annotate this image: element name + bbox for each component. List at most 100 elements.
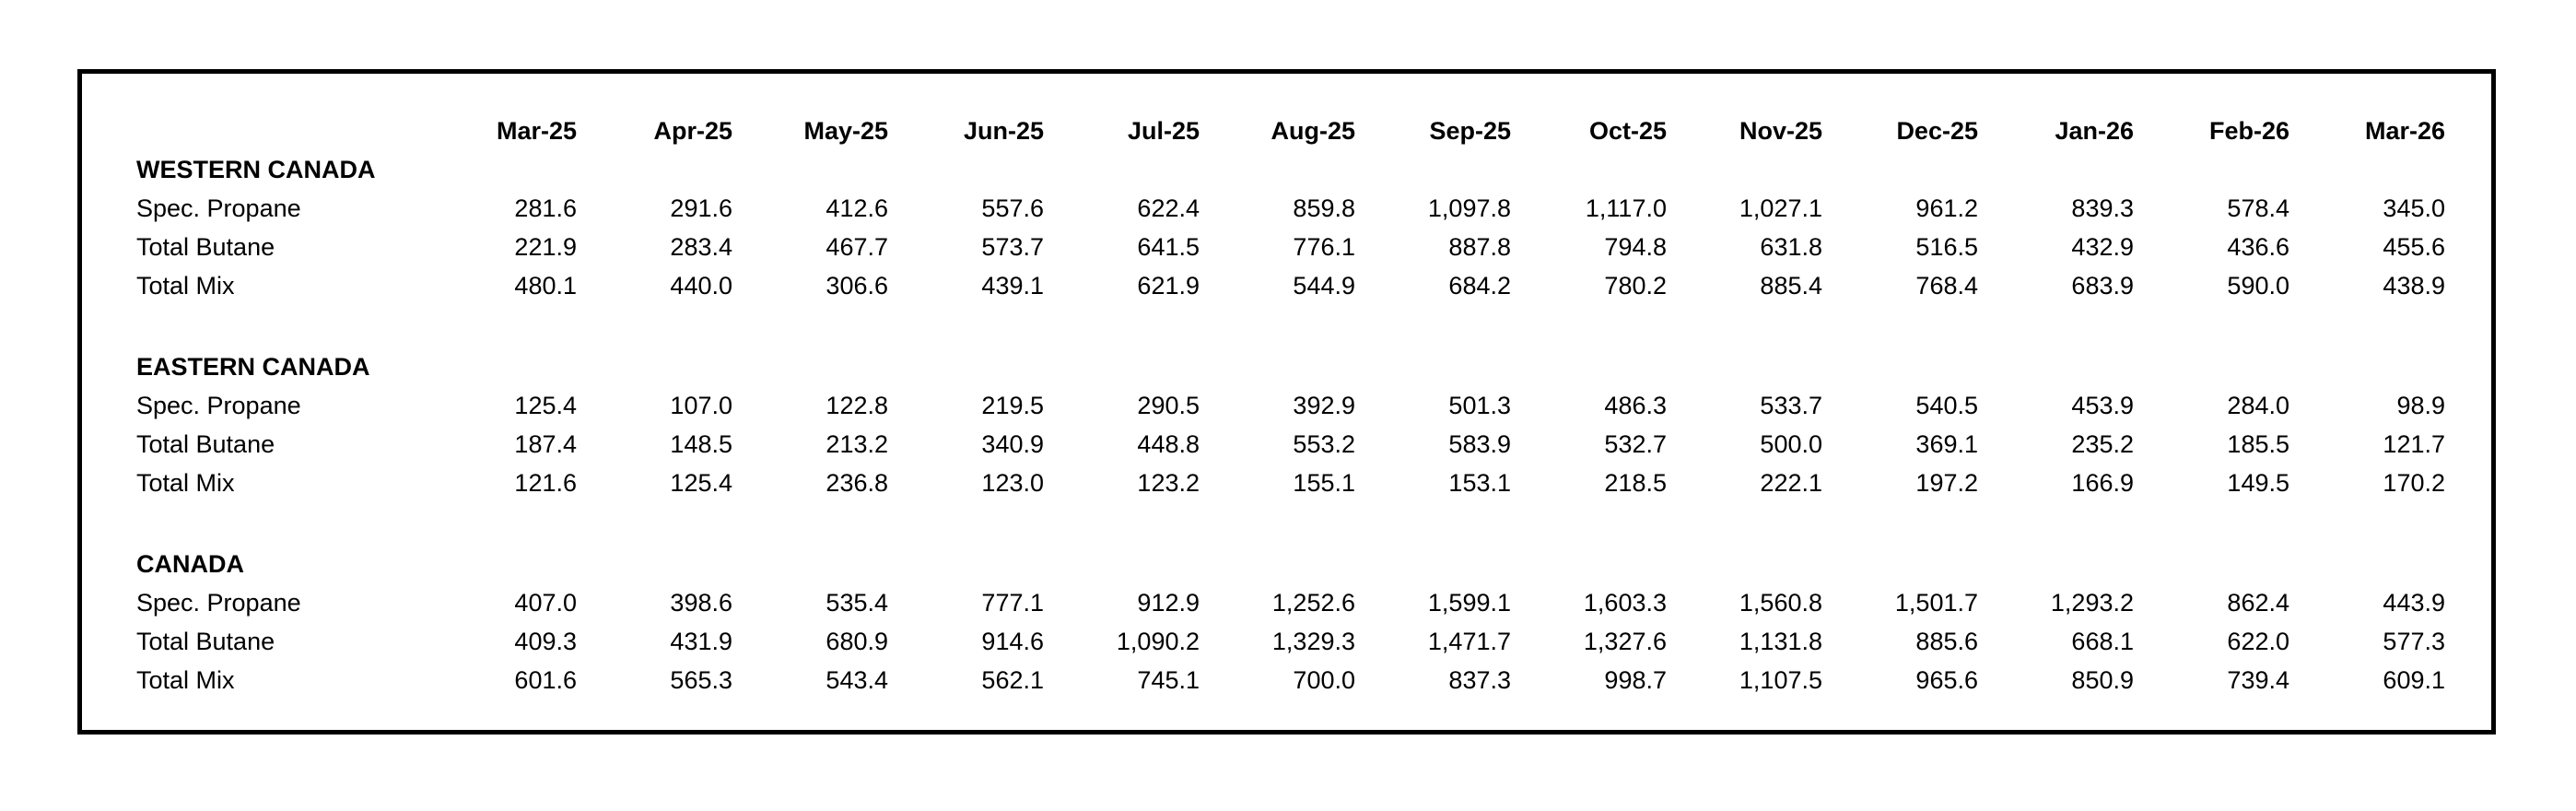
value-cell: 540.5 <box>1915 392 1978 419</box>
value-cell: 486.3 <box>1604 392 1667 419</box>
spacer-cell <box>136 305 2445 347</box>
value-cell: 680.9 <box>825 628 888 655</box>
value-cell: 683.9 <box>2071 272 2134 300</box>
value-cell: 409.3 <box>514 628 577 655</box>
volumes-table: Mar-25 Apr-25 May-25 Jun-25 Jul-25 Aug-25 Sep-… <box>136 112 2445 699</box>
data-row: Spec. Propane 407.0 398.6 535.4 777.1 912.9 1,… <box>136 583 2445 622</box>
value-cell: 961.2 <box>1915 194 1978 222</box>
value-cell: 998.7 <box>1604 666 1667 694</box>
value-cell: 431.9 <box>670 628 732 655</box>
value-cell: 1,097.8 <box>1427 194 1511 222</box>
data-row: Total Mix 480.1 440.0 306.6 439.1 621.9 544.9 6… <box>136 266 2445 305</box>
month-header-cell: May-25 <box>803 117 888 145</box>
value-cell: 914.6 <box>981 628 1044 655</box>
value-cell: 1,599.1 <box>1427 589 1511 617</box>
value-cell: 768.4 <box>1915 272 1978 300</box>
report-table-frame: Mar-25 Apr-25 May-25 Jun-25 Jul-25 Aug-25 Sep-… <box>77 69 2496 735</box>
value-cell: 700.0 <box>1293 666 1355 694</box>
value-cell: 573.7 <box>981 233 1044 261</box>
value-cell: 1,327.6 <box>1583 628 1667 655</box>
spacer-cell <box>136 502 2445 545</box>
value-cell: 590.0 <box>2227 272 2289 300</box>
value-cell: 170.2 <box>2383 469 2445 497</box>
value-cell: 562.1 <box>981 666 1044 694</box>
value-cell: 621.9 <box>1137 272 1200 300</box>
value-cell: 684.2 <box>1448 272 1511 300</box>
section-spacer-row <box>136 305 2445 347</box>
value-cell: 583.9 <box>1448 430 1511 458</box>
value-cell: 283.4 <box>670 233 732 261</box>
month-header-cell: Jul-25 <box>1127 117 1200 145</box>
value-cell: 912.9 <box>1137 589 1200 617</box>
section-empty-cells <box>421 545 2445 583</box>
section-label: WESTERN CANADA <box>136 156 376 183</box>
table-body: WESTERN CANADA Spec. Propane 281.6 291.6 412… <box>136 150 2445 699</box>
value-cell: 440.0 <box>670 272 732 300</box>
value-cell: 839.3 <box>2071 194 2134 222</box>
section-header-row: CANADA <box>136 545 2445 583</box>
value-cell: 780.2 <box>1604 272 1667 300</box>
section-label: EASTERN CANADA <box>136 353 370 381</box>
month-header-cell: Mar-26 <box>2364 117 2445 145</box>
value-cell: 235.2 <box>2071 430 2134 458</box>
value-cell: 631.8 <box>1760 233 1822 261</box>
value-cell: 222.1 <box>1760 469 1822 497</box>
value-cell: 453.9 <box>2071 392 2134 419</box>
value-cell: 1,329.3 <box>1271 628 1355 655</box>
value-cell: 885.4 <box>1760 272 1822 300</box>
row-label: Spec. Propane <box>136 589 301 617</box>
value-cell: 544.9 <box>1293 272 1355 300</box>
value-cell: 219.5 <box>981 392 1044 419</box>
value-cell: 284.0 <box>2227 392 2289 419</box>
month-header-cell: Feb-26 <box>2208 117 2289 145</box>
value-cell: 123.2 <box>1137 469 1200 497</box>
value-cell: 340.9 <box>981 430 1044 458</box>
value-cell: 516.5 <box>1915 233 1978 261</box>
value-cell: 125.4 <box>514 392 577 419</box>
value-cell: 1,560.8 <box>1739 589 1822 617</box>
value-cell: 862.4 <box>2227 589 2289 617</box>
value-cell: 155.1 <box>1293 469 1355 497</box>
value-cell: 622.0 <box>2227 628 2289 655</box>
value-cell: 1,117.0 <box>1585 194 1667 222</box>
value-cell: 467.7 <box>825 233 888 261</box>
value-cell: 1,603.3 <box>1583 589 1667 617</box>
value-cell: 412.6 <box>825 194 888 222</box>
section-label: CANADA <box>136 550 244 578</box>
value-cell: 443.9 <box>2383 589 2445 617</box>
value-cell: 885.6 <box>1915 628 1978 655</box>
section-spacer-row <box>136 502 2445 545</box>
value-cell: 107.0 <box>670 392 732 419</box>
data-row: Total Butane 187.4 148.5 213.2 340.9 448.8 553… <box>136 425 2445 464</box>
row-label: Total Butane <box>136 628 275 655</box>
value-cell: 1,501.7 <box>1894 589 1978 617</box>
value-cell: 601.6 <box>514 666 577 694</box>
value-cell: 535.4 <box>825 589 888 617</box>
value-cell: 236.8 <box>825 469 888 497</box>
row-label: Total Mix <box>136 272 235 300</box>
value-cell: 578.4 <box>2227 194 2289 222</box>
value-cell: 213.2 <box>825 430 888 458</box>
row-label: Total Mix <box>136 469 235 497</box>
value-cell: 794.8 <box>1604 233 1667 261</box>
value-cell: 1,471.7 <box>1427 628 1511 655</box>
value-cell: 1,293.2 <box>2050 589 2134 617</box>
value-cell: 500.0 <box>1760 430 1822 458</box>
month-header-cell: Dec-25 <box>1896 117 1978 145</box>
value-cell: 345.0 <box>2383 194 2445 222</box>
month-header-cell: Jan-26 <box>2055 117 2134 145</box>
month-header-cell: Nov-25 <box>1739 117 1822 145</box>
value-cell: 398.6 <box>670 589 732 617</box>
value-cell: 609.1 <box>2383 666 2445 694</box>
value-cell: 281.6 <box>514 194 577 222</box>
value-cell: 887.8 <box>1448 233 1511 261</box>
row-label: Total Butane <box>136 430 275 458</box>
value-cell: 185.5 <box>2227 430 2289 458</box>
value-cell: 565.3 <box>670 666 732 694</box>
value-cell: 837.3 <box>1448 666 1511 694</box>
value-cell: 1,027.1 <box>1739 194 1822 222</box>
value-cell: 438.9 <box>2383 272 2445 300</box>
value-cell: 407.0 <box>514 589 577 617</box>
value-cell: 448.8 <box>1137 430 1200 458</box>
value-cell: 148.5 <box>670 430 732 458</box>
